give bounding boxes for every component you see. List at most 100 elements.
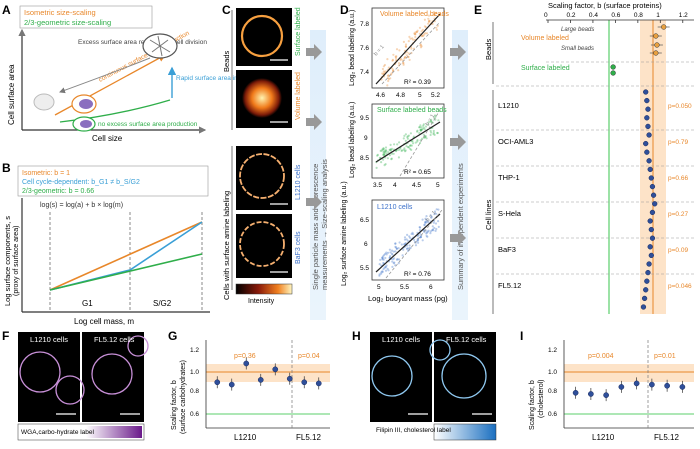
- panelD-plot3-xtick-2: 5.5: [400, 284, 409, 291]
- scatter-point: [408, 236, 411, 239]
- scatter-point: [425, 137, 428, 140]
- panelD-plot2-xtick-1: 3.5: [373, 182, 382, 189]
- panelD-plot3-title: L1210 cells: [377, 204, 413, 211]
- scatter-point: [423, 18, 426, 21]
- scatter-point: [394, 55, 397, 58]
- data-point: [618, 384, 625, 390]
- scatter-point: [402, 148, 406, 151]
- scatter-point: [407, 146, 410, 149]
- panelG-band: [206, 364, 330, 382]
- scatter-point: [375, 166, 378, 169]
- scatter-point: [381, 270, 384, 273]
- panelE-cell-name: S-Hela: [498, 209, 522, 218]
- scatter-point: [391, 68, 395, 71]
- scatter-point: [414, 31, 417, 34]
- panelE-cell-p: p=0.66: [668, 175, 688, 182]
- panel-letter-i: I: [520, 329, 523, 343]
- panelC-cell-baf3: [239, 221, 285, 267]
- panelH-img-l1210: [370, 332, 432, 422]
- panelD-plot1-r2: R² = 0.39: [404, 79, 431, 86]
- panelD-plot1-ytick-3: 7.8: [360, 21, 369, 28]
- panelE-cell-p: p=0.046: [668, 283, 692, 290]
- data-point: [214, 379, 221, 386]
- data-point: [603, 392, 609, 398]
- scatter-point: [388, 248, 391, 251]
- panelE-points: [610, 24, 670, 310]
- scatter-point: [409, 132, 412, 135]
- scatter-point: [387, 269, 390, 272]
- scatter-point: [397, 247, 400, 250]
- panelD-plot1-xtick-2: 4.8: [396, 92, 405, 99]
- panelE-cell-lines: L1210 p=0.050 OCI-AML3 p=0.79 THP-1 p=0.66 S-H…: [496, 101, 694, 290]
- data-point: [301, 379, 308, 386]
- scatter-point: [385, 253, 388, 256]
- scatter-point: [413, 238, 416, 241]
- scatter-point: [416, 239, 420, 242]
- scatter-point: [385, 149, 388, 152]
- scatter-point: [426, 231, 429, 234]
- panelE-point-cell: [644, 97, 650, 104]
- scatter-point: [418, 229, 421, 232]
- panelI-band: [564, 364, 694, 382]
- panelE-point-cell: [646, 132, 652, 138]
- scatter-point: [381, 257, 384, 260]
- panelE-cell-p: p=0.79: [668, 139, 688, 146]
- scatter-point: [391, 58, 395, 62]
- scatter-point: [376, 153, 379, 156]
- panel-letter-d: D: [340, 3, 349, 17]
- scatter-point: [403, 150, 407, 153]
- scatter-point: [388, 148, 391, 152]
- panelA-note-noexcess: no excess surface area production: [98, 121, 198, 128]
- scatter-point: [435, 11, 438, 14]
- scatter-point: [430, 131, 433, 134]
- scatter-point: [416, 29, 419, 32]
- scatter-point: [380, 272, 383, 275]
- scatter-point: [420, 128, 423, 132]
- panelD-plot2-ytick-3: 9.5: [360, 115, 369, 122]
- scatter-point: [401, 149, 404, 152]
- scatter-point: [385, 251, 388, 254]
- panelB-legend-cc: Cell cycle-dependent: b_G1 ≠ b_S/G2: [22, 179, 140, 186]
- panelC-intensity: Intensity: [248, 298, 275, 305]
- scatter-point: [429, 129, 432, 132]
- scatter-point: [394, 242, 397, 245]
- data-point: [588, 391, 594, 397]
- scatter-point: [406, 136, 409, 139]
- scatter-point: [419, 46, 423, 49]
- scatter-point: [432, 221, 435, 224]
- panel-letter-f: F: [2, 329, 9, 343]
- panelE-xtick-label: 0.4: [589, 12, 598, 19]
- scatter-point: [435, 208, 438, 211]
- panelE-group-cells: Cell lines: [484, 199, 493, 230]
- scatter-point: [392, 250, 395, 253]
- panelA-legend-geo: 2/3-geometric size-scaling: [24, 18, 111, 27]
- scatter-point: [424, 222, 427, 225]
- panelF-img-l1210: [18, 332, 80, 422]
- scatter-point: [420, 128, 423, 131]
- scatter-point: [399, 147, 402, 150]
- panelF-cell-3: [91, 353, 133, 395]
- scatter-point: [428, 19, 431, 22]
- scatter-point: [424, 125, 428, 128]
- panelI-ytick-4: 1.2: [548, 347, 557, 354]
- scatter-point: [418, 26, 422, 29]
- panelA-legend-box: [19, 5, 153, 29]
- scatter-point: [418, 126, 421, 129]
- panelB-legend-iso: Isometric: b = 1: [22, 170, 70, 177]
- scatter-point: [383, 150, 386, 153]
- scatter-point: [427, 19, 431, 22]
- panelE-point-cell: [645, 123, 651, 130]
- scatter-point: [430, 120, 433, 123]
- scatter-point: [391, 59, 394, 62]
- scatter-point: [413, 32, 416, 35]
- scatter-point: [418, 131, 421, 135]
- panelC-arrow-band: [310, 30, 326, 320]
- panelE-point-cell: [643, 140, 649, 147]
- scatter-point: [414, 141, 417, 144]
- panelC-label-surface: Surface labeled: [295, 7, 302, 56]
- scatter-point: [384, 163, 387, 166]
- panelE-xtick-label: 0: [544, 12, 548, 19]
- panelF: L1210 cells FL5.12 cells WGA,carbo-hydra…: [17, 332, 149, 441]
- scatter-point: [427, 121, 430, 124]
- scatter-point: [403, 147, 406, 150]
